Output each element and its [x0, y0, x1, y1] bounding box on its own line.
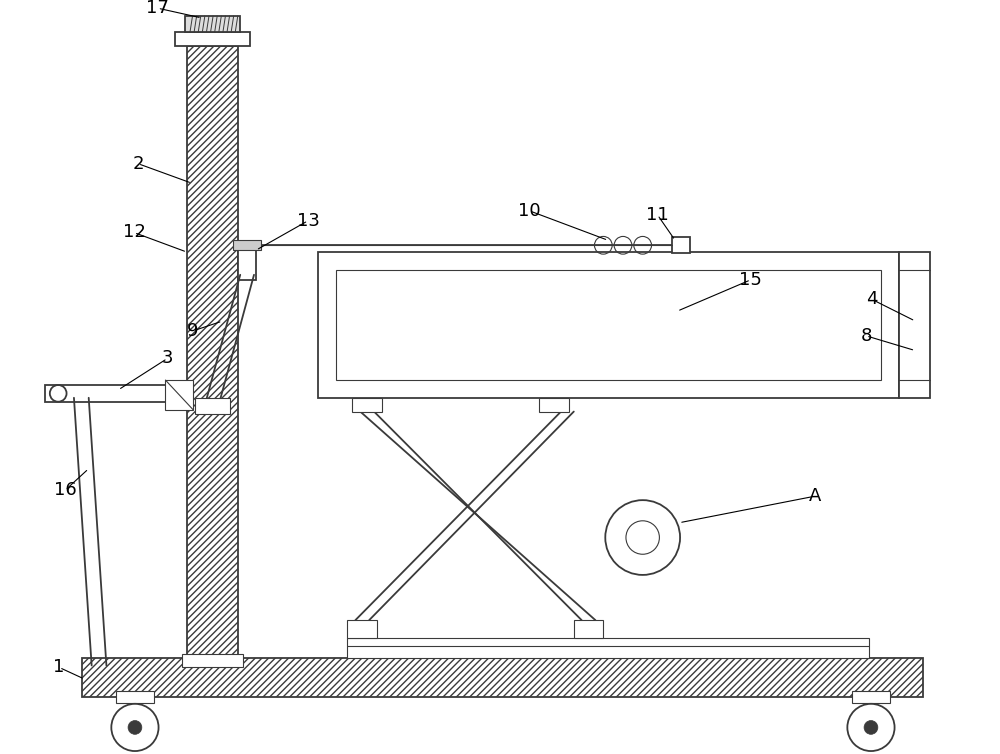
Circle shape	[864, 721, 878, 734]
Text: A: A	[809, 487, 821, 505]
Bar	[852, 691, 890, 703]
Bar	[336, 270, 881, 380]
Text: 8: 8	[860, 326, 872, 345]
Text: 9: 9	[187, 322, 199, 340]
Text: 3: 3	[162, 349, 173, 367]
Bar	[539, 398, 569, 412]
Text: 17: 17	[146, 0, 169, 17]
Text: 12: 12	[123, 223, 145, 241]
Bar	[116, 691, 154, 703]
Bar	[185, 16, 240, 32]
Text: 11: 11	[646, 206, 669, 224]
Bar	[352, 398, 382, 412]
Text: 4: 4	[866, 290, 878, 308]
Circle shape	[128, 721, 142, 734]
Text: 15: 15	[739, 271, 762, 289]
Bar	[175, 32, 250, 45]
Text: 2: 2	[132, 155, 144, 173]
Bar	[45, 385, 187, 402]
Bar	[187, 45, 238, 657]
Bar	[347, 621, 377, 638]
Text: 16: 16	[54, 481, 76, 499]
Bar	[233, 241, 261, 250]
Bar	[82, 657, 923, 697]
Bar	[347, 638, 869, 657]
Bar	[899, 252, 930, 398]
Bar	[195, 398, 230, 413]
Bar	[165, 380, 193, 409]
Bar	[672, 238, 690, 253]
Text: 13: 13	[297, 212, 320, 230]
Bar	[238, 245, 256, 280]
Bar	[318, 252, 899, 398]
Bar	[574, 621, 603, 638]
Bar	[182, 654, 243, 667]
Text: 10: 10	[518, 202, 541, 220]
Text: 1: 1	[53, 658, 65, 676]
